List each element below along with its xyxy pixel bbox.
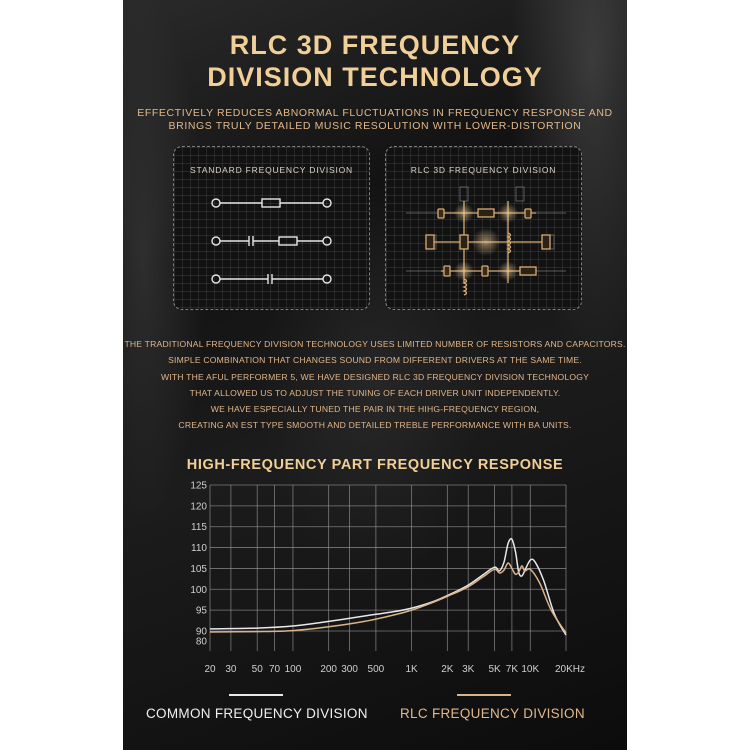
y-tick-label: 105 (190, 564, 207, 575)
resistor-icon (541, 234, 551, 250)
capacitor-icon (524, 208, 532, 219)
y-tick-label: 95 (196, 606, 208, 617)
description-line: WITH THE AFUL PERFORMER 5, WE HAVE DESIG… (160, 371, 590, 382)
x-tick-label: 30 (225, 664, 237, 675)
x-tick-label: 1K (405, 664, 418, 675)
x-tick-label: 20 (204, 664, 216, 675)
x-tick-label: 20KHz (555, 664, 585, 675)
capacitor-icon (443, 265, 451, 277)
y-tick-label: 80 (196, 637, 208, 648)
rlc-division-box: RLC 3D FREQUENCY DIVISION (385, 146, 582, 310)
terminal-icon (211, 236, 221, 246)
resistor-icon (425, 234, 435, 250)
chart-title: HIGH-FREQUENCY PART FREQUENCY RESPONSE (186, 457, 564, 473)
standard-division-box: STANDARD FREQUENCY DIVISION (173, 146, 370, 310)
terminal-icon (322, 274, 332, 284)
y-tick-label: 125 (190, 481, 207, 492)
capacitor-icon (437, 208, 445, 219)
x-tick-label: 70 (269, 664, 281, 675)
x-tick-label: 200 (320, 664, 337, 675)
subtitle-line1: EFFECTIVELY REDUCES ABNORMAL FLUCTUATION… (137, 107, 613, 119)
x-tick-label: 50 (252, 664, 264, 675)
terminal-icon (322, 198, 332, 208)
legend-label-common: COMMON FREQUENCY DIVISION (146, 706, 368, 721)
resistor-icon (519, 266, 537, 276)
terminal-icon (211, 274, 221, 284)
legend-label-rlc: RLC FREQUENCY DIVISION (400, 706, 585, 721)
y-tick-label: 90 (196, 627, 208, 638)
inductor-icon (506, 232, 512, 254)
description-line: THAT ALLOWED US TO ADJUST THE TUNING OF … (189, 387, 561, 398)
x-tick-label: 3K (462, 664, 475, 675)
inductor-icon (462, 278, 468, 296)
page-title-line1: RLC 3D FREQUENCY (229, 30, 521, 60)
series-line-rlc (209, 562, 567, 634)
frequency-response-chart: 90 95 100 105 110 115 120 125 80 20 30 50 70 100 200 30… (190, 481, 585, 676)
series-line-common (209, 537, 567, 636)
legend-swatch-common (229, 694, 283, 696)
description-line: CREATING AN EST TYPE SMOOTH AND DETAILED… (178, 420, 572, 431)
y-tick-label: 100 (190, 585, 207, 596)
standard-circuit-diagram (211, 198, 332, 284)
rlc-circuit-diagram (406, 186, 566, 296)
resistor-icon (459, 234, 469, 250)
y-tick-label: 120 (190, 501, 207, 512)
legend-swatch-rlc (457, 694, 511, 696)
product-poster: RLC 3D FREQUENCY DIVISION TECHNOLOGY EFF… (123, 0, 627, 750)
x-tick-label: 500 (368, 664, 385, 675)
capacitor-icon (481, 265, 489, 277)
resistor-icon (477, 208, 495, 218)
x-tick-label: 300 (341, 664, 358, 675)
terminal-icon (322, 236, 332, 246)
description-paragraph: THE TRADITIONAL FREQUENCY DIVISION TECHN… (123, 336, 627, 434)
y-tick-label: 110 (191, 543, 207, 554)
x-tick-label: 7K (506, 664, 519, 675)
y-tick-label: 115 (191, 522, 207, 533)
description-line: WE HAVE ESPECIALLY TUNED THE PAIR IN THE… (210, 404, 540, 415)
subtitle: EFFECTIVELY REDUCES ABNORMAL FLUCTUATION… (123, 107, 627, 133)
standard-division-label: STANDARD FREQUENCY DIVISION (190, 165, 353, 175)
terminal-icon (211, 198, 221, 208)
x-tick-label: 10K (521, 664, 539, 675)
x-tick-label: 100 (285, 664, 302, 675)
resistor-icon (261, 198, 281, 208)
rlc-division-label: RLC 3D FREQUENCY DIVISION (410, 165, 557, 175)
description-line: THE TRADITIONAL FREQUENCY DIVISION TECHN… (124, 339, 626, 349)
x-tick-label: 2K (441, 664, 454, 675)
subtitle-line2: BRINGS TRULY DETAILED MUSIC RESOLUTION W… (168, 120, 582, 132)
page-title-line2: DIVISION TECHNOLOGY (207, 62, 543, 92)
description-line: SIMPLE COMBINATION THAT CHANGES SOUND FR… (168, 355, 582, 366)
x-tick-label: 5K (488, 664, 501, 675)
resistor-icon (278, 236, 298, 246)
